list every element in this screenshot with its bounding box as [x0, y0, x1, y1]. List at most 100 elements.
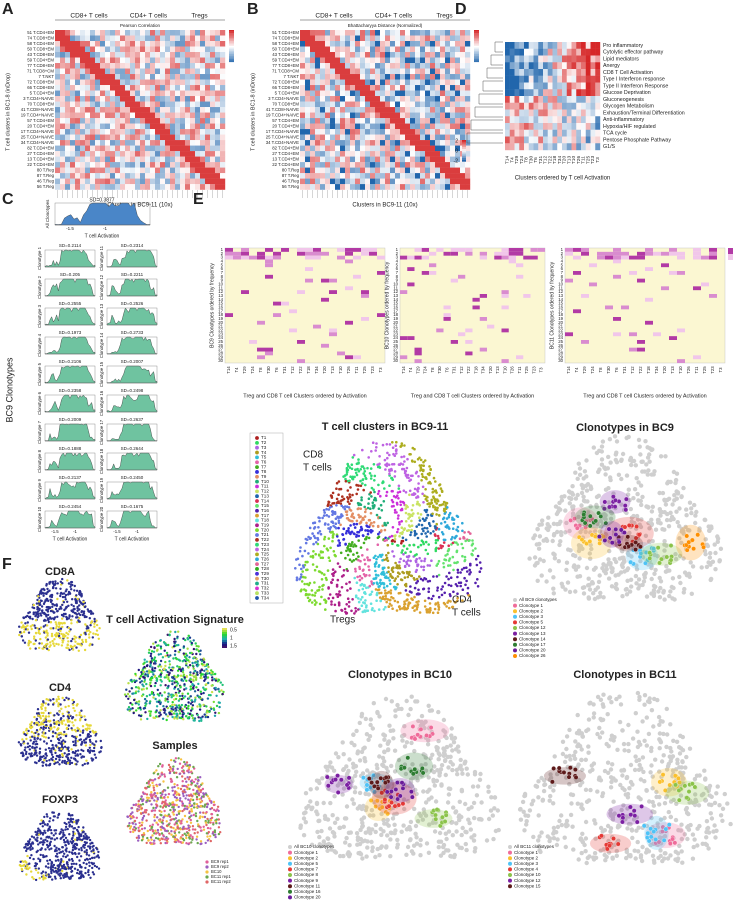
heatmap-cell: [465, 178, 471, 185]
col-label: T26: [346, 366, 351, 374]
cell-point: [444, 554, 447, 557]
heatmap-cell: [501, 305, 509, 310]
heatmap-cell: [220, 156, 226, 163]
cell-point: [417, 475, 420, 478]
heatmap-cell: [140, 96, 146, 102]
heatmap-cell: [505, 129, 510, 137]
y-axis-label: T cell clusters in BC1-8 (inDrop): [5, 73, 11, 151]
heatmap-cell: [585, 102, 591, 110]
heatmap-cell: [565, 248, 573, 252]
heatmap-cell: [325, 96, 331, 102]
heatmap-cell: [180, 145, 186, 152]
heatmap-cell: [105, 74, 111, 80]
heatmap-cell: [65, 129, 71, 135]
heatmap-cell: [65, 140, 71, 146]
heatmap-cell: [310, 140, 316, 146]
heatmap-cell: [345, 184, 351, 190]
heatmap-cell: [55, 35, 61, 42]
heatmap-cell: [395, 184, 401, 190]
heatmap-cell: [415, 41, 421, 47]
colorbar: [474, 33, 479, 35]
cell-point: [431, 512, 434, 516]
heatmap-cell: [524, 75, 529, 83]
heatmap-cell: [130, 68, 136, 75]
cell-point: [535, 578, 540, 583]
heatmap-cell: [105, 79, 111, 86]
cell-point: [355, 581, 359, 584]
heatmap-cell: [80, 74, 86, 80]
row-label: 4: [396, 259, 399, 264]
heatmap-cell: [320, 41, 326, 47]
heatmap-cell: [345, 248, 353, 252]
cell-point: [405, 598, 409, 602]
heatmap-cell: [430, 52, 436, 58]
heatmap-cell: [85, 129, 91, 135]
heatmap-cell: [595, 123, 601, 130]
colorbar: [229, 36, 234, 39]
heatmap-cell: [105, 123, 111, 130]
cell-point: [410, 591, 413, 594]
cell-point: [461, 529, 464, 533]
heatmap-cell: [589, 282, 597, 287]
cell-point: [589, 486, 594, 491]
heatmap-cell: [405, 68, 411, 75]
heatmap-cell: [405, 85, 411, 91]
heatmap-cell: [220, 134, 226, 141]
heatmap-cell: [110, 118, 116, 124]
heatmap-cell: [205, 156, 211, 163]
cell-point: [407, 512, 411, 516]
heatmap-cell: [375, 140, 381, 146]
heatmap-cell: [455, 96, 461, 102]
heatmap-cell: [200, 167, 206, 174]
heatmap-cell: [265, 274, 273, 279]
row-label: 10: [558, 282, 563, 287]
heatmap-cell: [300, 35, 306, 42]
heatmap-cell: [190, 63, 196, 69]
heatmap-cell: [445, 74, 451, 80]
cell-point: [367, 497, 371, 501]
heatmap-cell: [305, 162, 311, 168]
cell-point: [359, 507, 363, 511]
heatmap-cell: [165, 63, 171, 69]
cell-point: [420, 565, 423, 569]
cell-point: [447, 515, 451, 519]
cell-point: [636, 577, 642, 582]
cell-point: [666, 479, 671, 484]
heatmap-cell: [70, 90, 76, 97]
cell-point: [635, 491, 640, 497]
heatmap-cell: [629, 332, 637, 337]
col-label: T22: [638, 366, 643, 374]
cell-point: [674, 509, 679, 514]
region-label: T cells: [303, 463, 332, 474]
cell-point: [325, 507, 328, 511]
heatmap-cell: [445, 63, 451, 69]
colorbar: [229, 57, 234, 59]
group-label: CD4+ T cells: [130, 13, 168, 20]
heatmap-cell: [415, 52, 421, 58]
legend-label: T13: [261, 493, 269, 498]
col-label: T14: [401, 366, 406, 374]
colorbar: [474, 44, 479, 47]
cell-point: [468, 572, 471, 576]
heatmap-cell: [552, 62, 558, 70]
heatmap-cell: [385, 79, 391, 86]
heatmap-cell: [501, 255, 509, 260]
cell-point: [671, 516, 676, 522]
legend-label: T19: [261, 523, 269, 528]
col-label: T6: [533, 157, 539, 163]
heatmap-cell: [400, 63, 406, 69]
heatmap-cell: [410, 107, 416, 113]
colorbar: [229, 46, 234, 48]
cell-point: [467, 594, 471, 597]
heatmap-cell: [320, 30, 326, 36]
cell-point: [398, 523, 401, 526]
heatmap-cell: [385, 162, 391, 168]
cell-point: [319, 556, 323, 560]
heatmap-cell: [445, 151, 451, 157]
heatmap-cell: [505, 62, 510, 70]
heatmap-cell: [581, 123, 586, 130]
heatmap-cell: [115, 79, 121, 86]
cell-point: [449, 584, 453, 588]
heatmap-cell: [65, 85, 71, 91]
row-label: 12: [218, 289, 223, 294]
